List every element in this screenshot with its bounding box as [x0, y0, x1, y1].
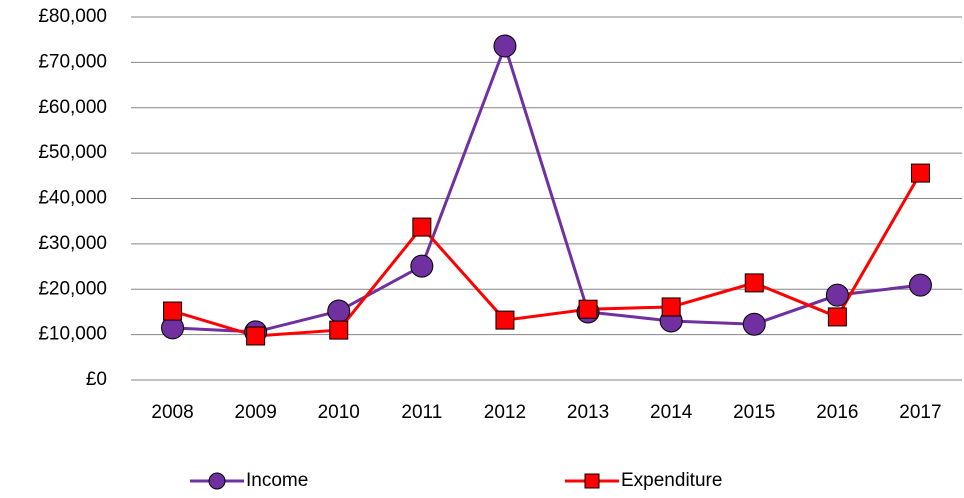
data-point [661, 297, 681, 317]
x-tick-label: 2015 [733, 402, 775, 423]
legend-label: Expenditure [621, 470, 722, 491]
y-tick-label: £40,000 [38, 188, 107, 209]
y-tick-label: £80,000 [38, 6, 107, 27]
data-point [327, 299, 351, 323]
data-point [742, 312, 766, 336]
series-line [172, 172, 922, 338]
data-point [825, 283, 849, 307]
data-point [910, 163, 930, 183]
y-tick-label: £20,000 [38, 278, 107, 299]
data-point [163, 301, 183, 321]
legend-label: Income [246, 470, 308, 491]
x-tick-label: 2017 [899, 402, 941, 423]
x-tick-label: 2012 [484, 402, 526, 423]
y-tick-label: £30,000 [38, 233, 107, 254]
data-point [495, 310, 515, 330]
data-point [493, 34, 517, 58]
y-tick-label: £0 [86, 369, 107, 390]
data-point [827, 307, 847, 327]
data-point [412, 217, 432, 237]
legend-marker [208, 472, 226, 490]
y-tick-label: £60,000 [38, 97, 107, 118]
data-point [578, 299, 598, 319]
x-tick-label: 2016 [816, 402, 858, 423]
y-tick-label: £70,000 [38, 51, 107, 72]
x-tick-label: 2010 [318, 402, 360, 423]
x-tick-label: 2013 [567, 402, 609, 423]
x-tick-label: 2009 [235, 402, 277, 423]
series-line [172, 41, 921, 334]
y-tick-label: £50,000 [38, 142, 107, 163]
data-point [329, 320, 349, 340]
data-point [246, 326, 266, 346]
y-tick-label: £10,000 [38, 324, 107, 345]
x-tick-label: 2011 [401, 402, 442, 423]
x-tick-label: 2008 [151, 402, 193, 423]
x-tick-label: 2014 [650, 402, 693, 423]
data-point [908, 273, 932, 297]
data-point [744, 273, 764, 293]
legend-marker [584, 473, 600, 489]
data-point [410, 254, 434, 278]
